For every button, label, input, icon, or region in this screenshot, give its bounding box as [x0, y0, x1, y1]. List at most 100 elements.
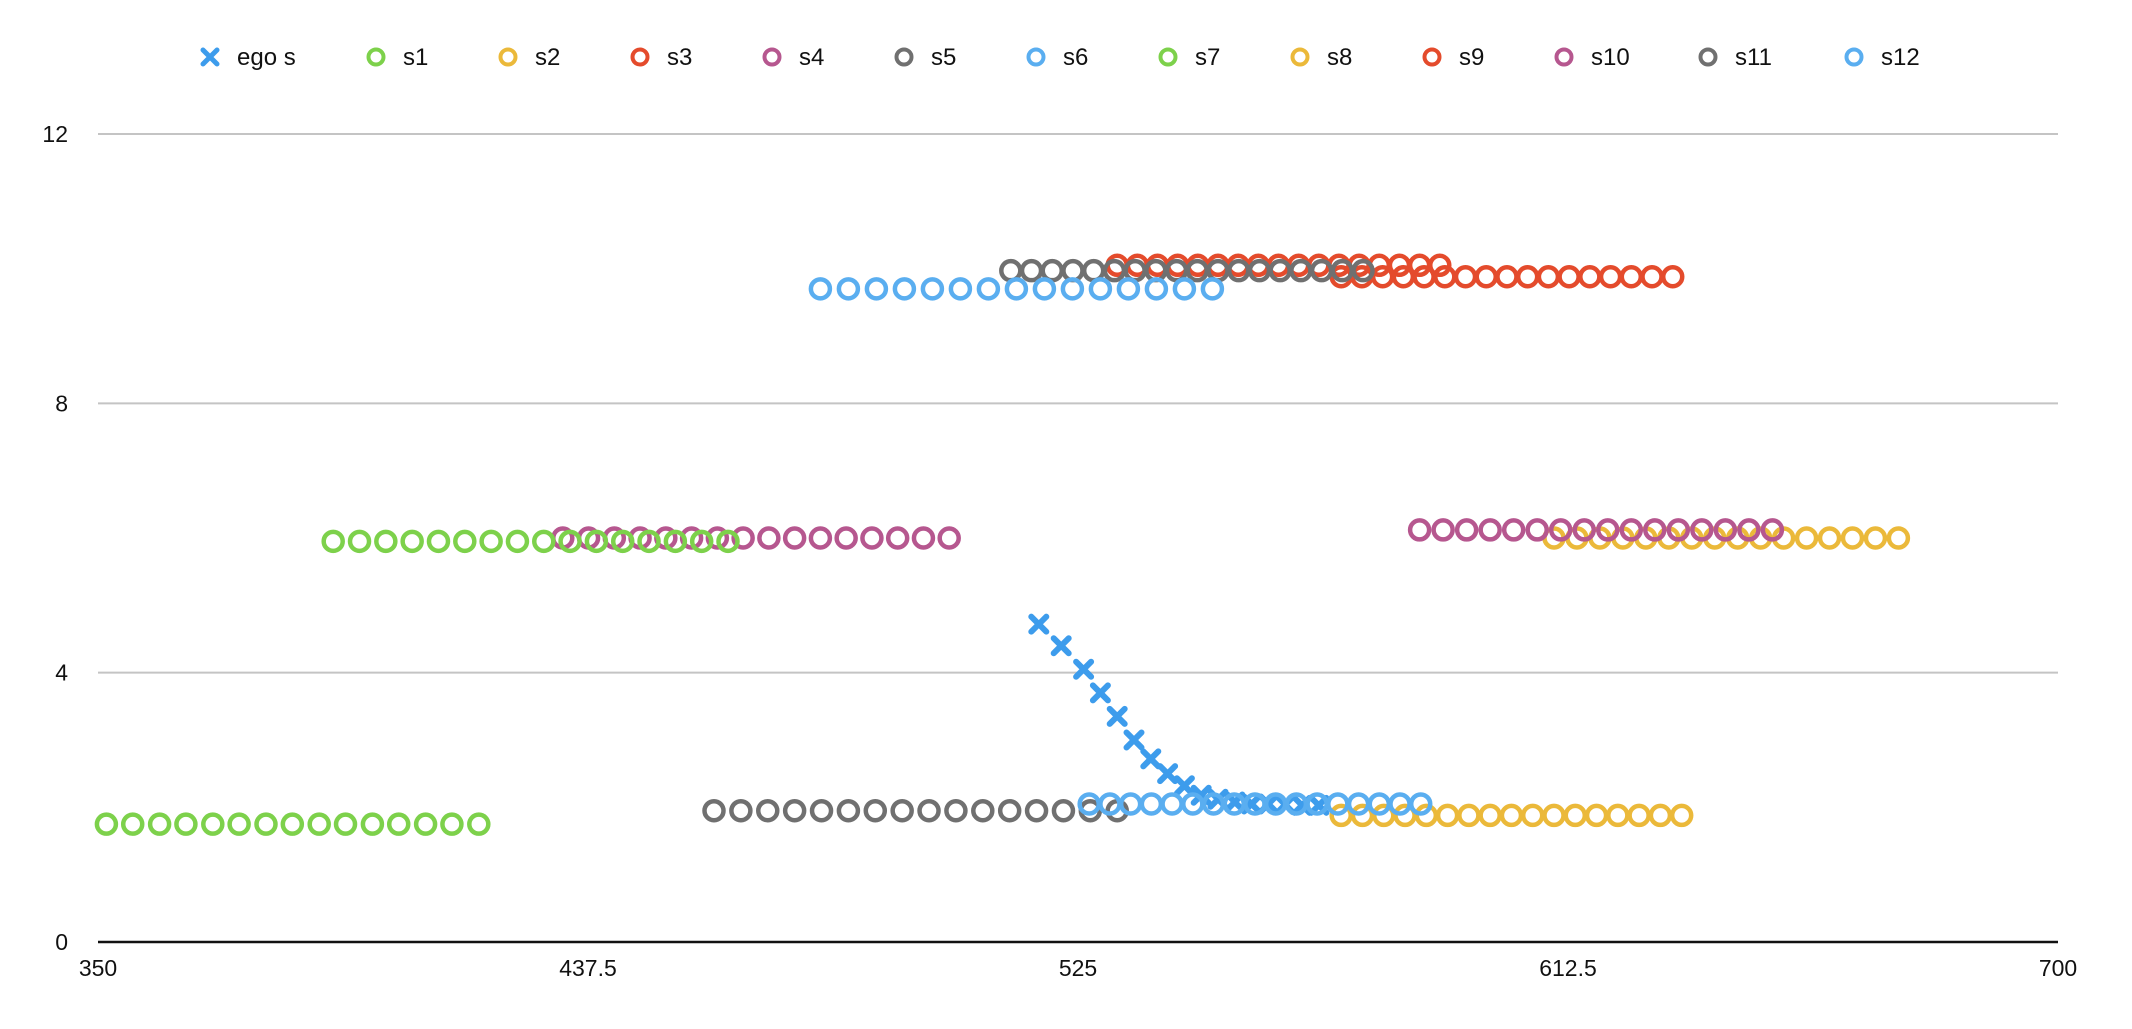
data-point: [1408, 792, 1433, 816]
plot-area: [94, 253, 1911, 836]
legend-label: s9: [1459, 44, 1484, 71]
data-point: [1019, 258, 1044, 283]
legend-item: ego s: [200, 44, 296, 71]
data-point: [1088, 277, 1113, 301]
data-point: [863, 798, 888, 823]
data-point: [1640, 264, 1664, 289]
data-point: [1372, 803, 1396, 828]
data-point: [971, 798, 995, 823]
legend-label: s4: [799, 44, 824, 71]
legend-label: ego s: [237, 44, 296, 71]
legend-label: s5: [931, 44, 956, 71]
series-ego-s: [1028, 613, 1330, 816]
data-point: [808, 277, 833, 301]
series-s5: [702, 798, 1129, 823]
legend-label: s1: [403, 44, 428, 71]
legend-item: s1: [366, 44, 428, 71]
data-point: [1387, 253, 1412, 278]
data-point: [836, 277, 861, 301]
data-point: [453, 529, 477, 554]
data-point-x-marker: [1050, 635, 1072, 657]
data-point: [321, 529, 345, 554]
data-point: [1886, 526, 1911, 550]
data-point: [610, 529, 635, 554]
y-tick-label: 0: [55, 929, 68, 955]
legend-item: s12: [1844, 44, 1920, 71]
legend-marker-icon: [200, 47, 220, 67]
data-point: [860, 526, 884, 550]
data-point: [944, 798, 968, 823]
data-point: [1520, 803, 1545, 828]
data-point: [663, 529, 688, 554]
data-point: [705, 526, 730, 550]
legend-item: s3: [630, 44, 692, 71]
data-point-x-marker: [1123, 729, 1145, 751]
y-tick-label: 4: [55, 660, 68, 686]
data-point: [885, 526, 910, 550]
legend-marker-icon: [366, 47, 386, 67]
data-point: [1536, 264, 1561, 289]
legend-item: s2: [498, 44, 560, 71]
data-point: [479, 529, 503, 554]
data-point: [426, 529, 451, 554]
data-point: [440, 812, 464, 836]
y-tick-label: 12: [42, 121, 68, 147]
data-point: [864, 277, 889, 301]
data-point: [584, 529, 609, 554]
data-point: [1454, 518, 1479, 542]
legend-item: s9: [1422, 44, 1484, 71]
data-point: [400, 529, 424, 554]
data-point: [1453, 264, 1478, 289]
legend-item: s8: [1290, 44, 1352, 71]
legend-item: s7: [1158, 44, 1220, 71]
data-point: [809, 798, 834, 823]
data-point: [227, 812, 251, 836]
legend-marker-icon: [498, 47, 518, 67]
x-tick-label: 612.5: [1539, 955, 1597, 981]
data-point: [1346, 792, 1371, 816]
legend-label: s7: [1195, 44, 1220, 71]
data-point: [1596, 518, 1620, 542]
data-point: [920, 277, 945, 301]
axes: 0 4 8 12 350 437.5 525 612.5 700: [42, 121, 2077, 981]
data-point: [360, 812, 385, 836]
legend-label: s3: [667, 44, 692, 71]
data-point: [757, 526, 781, 550]
data-point: [1619, 518, 1644, 542]
data-point: [120, 812, 145, 836]
data-point: [937, 526, 961, 550]
data-point: [1004, 277, 1029, 301]
data-point: [1515, 264, 1540, 289]
data-point: [1863, 526, 1888, 550]
data-point: [1139, 792, 1164, 816]
data-point: [1760, 518, 1785, 542]
legend-marker-icon: [1698, 47, 1718, 67]
data-point: [1478, 518, 1502, 542]
data-point: [1548, 518, 1573, 542]
data-point-x-marker: [1140, 748, 1162, 770]
data-point: [1051, 798, 1076, 823]
data-point: [1032, 277, 1057, 301]
legend-label: s8: [1327, 44, 1352, 71]
x-tick-label: 350: [79, 955, 117, 981]
data-point: [729, 798, 753, 823]
legend-label: s2: [535, 44, 560, 71]
data-point: [1525, 518, 1549, 542]
data-point: [1690, 518, 1714, 542]
data-point: [890, 798, 914, 823]
data-point: [1431, 518, 1455, 542]
data-point: [147, 812, 172, 836]
data-point: [1200, 277, 1225, 301]
data-point: [532, 529, 556, 554]
data-point: [702, 798, 726, 823]
data-point: [1435, 803, 1460, 828]
data-point: [347, 529, 372, 554]
data-point: [1666, 518, 1691, 542]
data-point: [374, 529, 398, 554]
data-point: [386, 812, 411, 836]
data-point: [201, 812, 225, 836]
legend-marker-icon: [630, 47, 650, 67]
x-tick-label: 437.5: [559, 955, 617, 981]
data-point: [1393, 803, 1417, 828]
data-point: [1557, 264, 1581, 289]
